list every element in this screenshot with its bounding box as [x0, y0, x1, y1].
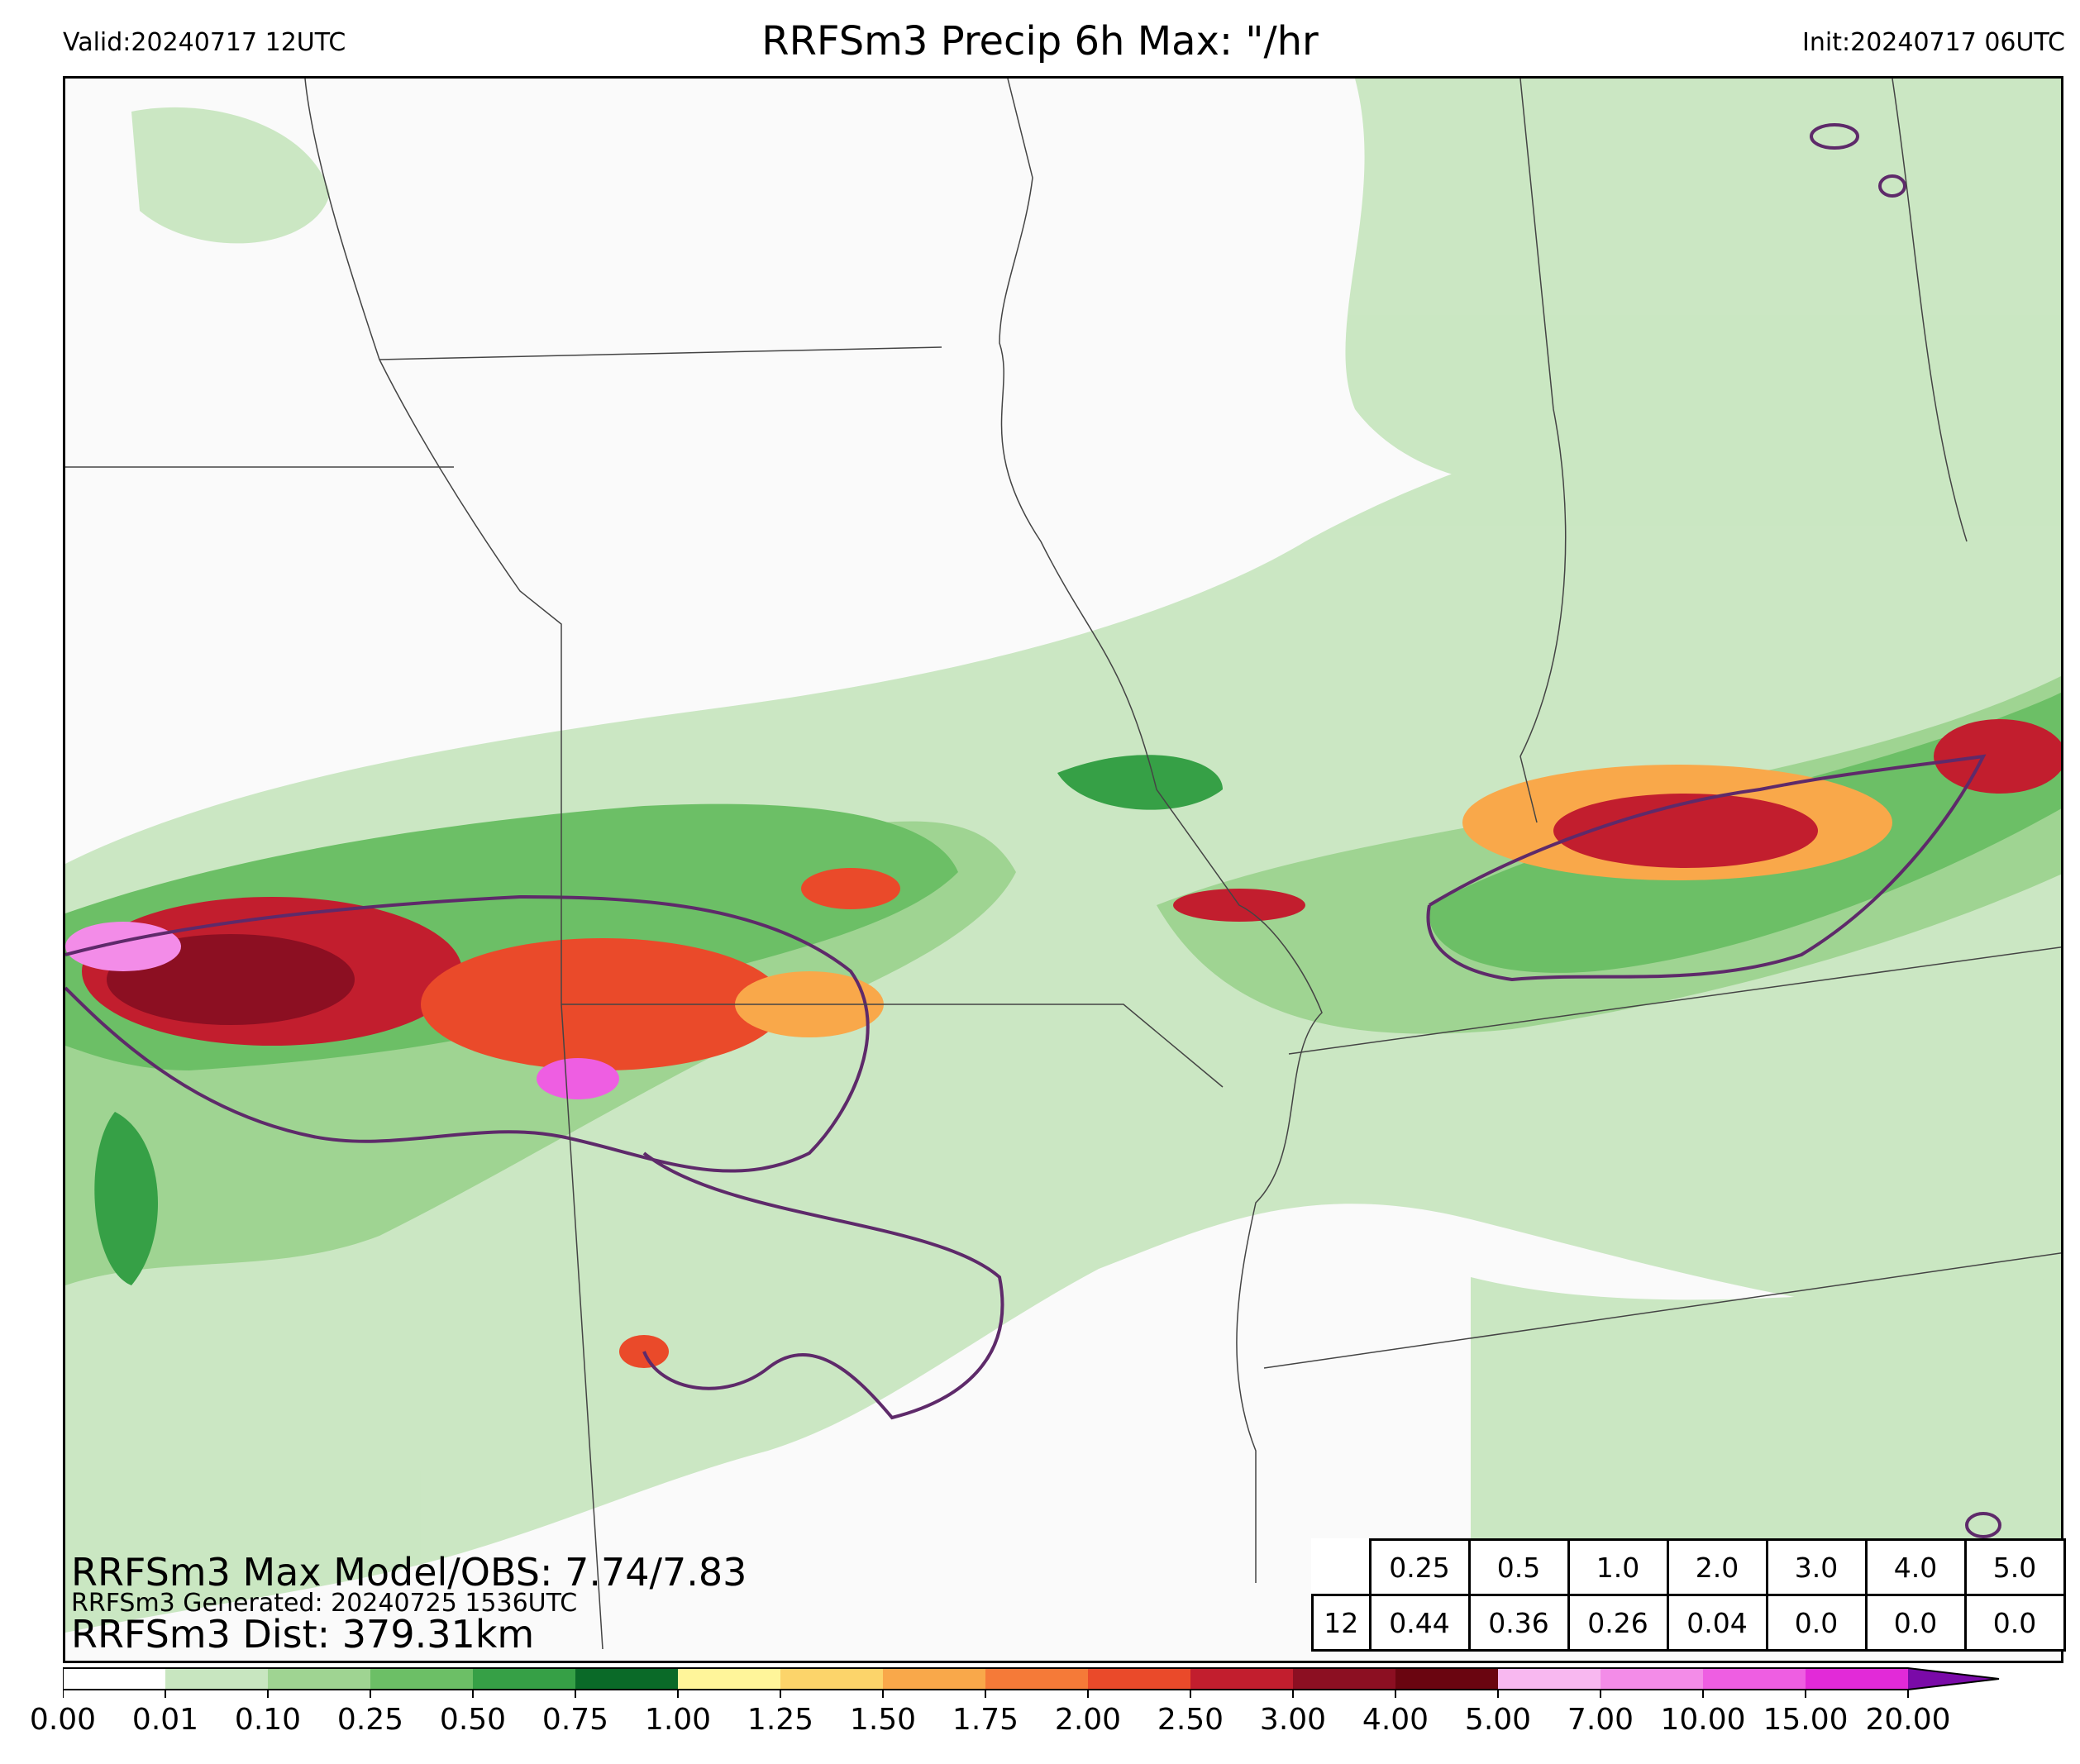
colorbar-tick-label: 7.00: [1567, 1703, 1634, 1737]
colorbar-tick-label: 1.25: [747, 1703, 814, 1737]
colorbar-segment: [165, 1668, 268, 1690]
generated-time: RRFSm3 Generated: 20240725 1536UTC: [71, 1589, 578, 1618]
colorbar-tick-label: 5.00: [1464, 1703, 1532, 1737]
distance-stat: RRFSm3 Dist: 379.31km: [71, 1612, 535, 1657]
row-label: 12: [1311, 1594, 1372, 1652]
colorbar-tick-label: 15.00: [1763, 1703, 1849, 1737]
max-model-obs: RRFSm3 Max Model/OBS: 7.74/7.83: [71, 1550, 747, 1595]
threshold-cell: 2.0: [1666, 1538, 1768, 1596]
colorbar-tick-label: 2.00: [1054, 1703, 1122, 1737]
init-time: Init:20240717 06UTC: [1802, 28, 2065, 57]
contingency-table: 0.25 0.5 1.0 2.0 3.0 4.0 5.0 12 0.44 0.3…: [1311, 1538, 2066, 1652]
colorbar-tick-label: 0.10: [234, 1703, 302, 1737]
colorbar-segment: [1395, 1668, 1498, 1690]
colorbar: [63, 1667, 2000, 1698]
precip-map: [63, 76, 2063, 1663]
colorbar-segment: [370, 1668, 473, 1690]
map-title: RRFSm3 Precip 6h Max: "/hr: [761, 18, 1319, 64]
colorbar-outline: [63, 1667, 2000, 1690]
colorbar-segment: [1088, 1668, 1190, 1690]
value-cell: 0.44: [1368, 1594, 1471, 1652]
table-corner: [1313, 1540, 1371, 1595]
colorbar-segment: [575, 1668, 678, 1690]
colorbar-segment: [473, 1668, 575, 1690]
value-cell: 0.0: [1864, 1594, 1967, 1652]
colorbar-segment: [780, 1668, 883, 1690]
colorbar-tick-label: 0.25: [336, 1703, 404, 1737]
colorbar-tick-label: 1.75: [952, 1703, 1019, 1737]
value-cell: 0.0: [1963, 1594, 2066, 1652]
colorbar-tick-label: 0.75: [541, 1703, 609, 1737]
colorbar-tick-label: 10.00: [1660, 1703, 1746, 1737]
colorbar-tick-label: 2.50: [1157, 1703, 1224, 1737]
colorbar-segment: [883, 1668, 985, 1690]
heavy-precip-cores: [65, 719, 2061, 1368]
threshold-row: 0.25 0.5 1.0 2.0 3.0 4.0 5.0: [1313, 1538, 2066, 1596]
colorbar-segment: [63, 1668, 165, 1690]
value-cell: 0.04: [1666, 1594, 1768, 1652]
colorbar-segment: [1703, 1668, 1806, 1690]
value-cell: 0.26: [1567, 1594, 1669, 1652]
colorbar-segment: [1601, 1668, 1703, 1690]
map-canvas: [65, 79, 2061, 1650]
threshold-cell: 4.0: [1864, 1538, 1967, 1596]
colorbar-segment: [1806, 1668, 1908, 1690]
value-row: 12 0.44 0.36 0.26 0.04 0.0 0.0 0.0: [1311, 1594, 2066, 1652]
valid-time: Valid:20240717 12UTC: [63, 28, 346, 57]
value-cell: 0.36: [1467, 1594, 1570, 1652]
colorbar-tick-label: 4.00: [1362, 1703, 1429, 1737]
state-borders: [65, 79, 2061, 1650]
colorbar-extend-arrow: [1908, 1668, 1999, 1690]
colorbar-tick-label: 0.50: [439, 1703, 507, 1737]
colorbar-tick-label: 0.00: [29, 1703, 97, 1737]
colorbar-segment: [268, 1668, 370, 1690]
colorbar-tick-label: 1.00: [644, 1703, 712, 1737]
colorbar-tick-label: 1.50: [849, 1703, 917, 1737]
light-precip-area: [65, 79, 2061, 1633]
threshold-contours: [65, 123, 2001, 1538]
colorbar-tick-label: 20.00: [1865, 1703, 1951, 1737]
threshold-cell: 5.0: [1963, 1538, 2066, 1596]
threshold-cell: 1.0: [1567, 1538, 1669, 1596]
colorbar-tick-label: 3.00: [1259, 1703, 1327, 1737]
colorbar-tick-label: 0.01: [131, 1703, 199, 1737]
threshold-cell: 3.0: [1765, 1538, 1868, 1596]
threshold-cell: 0.5: [1467, 1538, 1570, 1596]
colorbar-segment: [678, 1668, 780, 1690]
colorbar-segment: [1190, 1668, 1293, 1690]
colorbar-segment: [985, 1668, 1088, 1690]
value-cell: 0.0: [1765, 1594, 1868, 1652]
threshold-cell: 0.25: [1368, 1538, 1471, 1596]
colorbar-segment: [1293, 1668, 1395, 1690]
colorbar-segment: [1498, 1668, 1601, 1690]
